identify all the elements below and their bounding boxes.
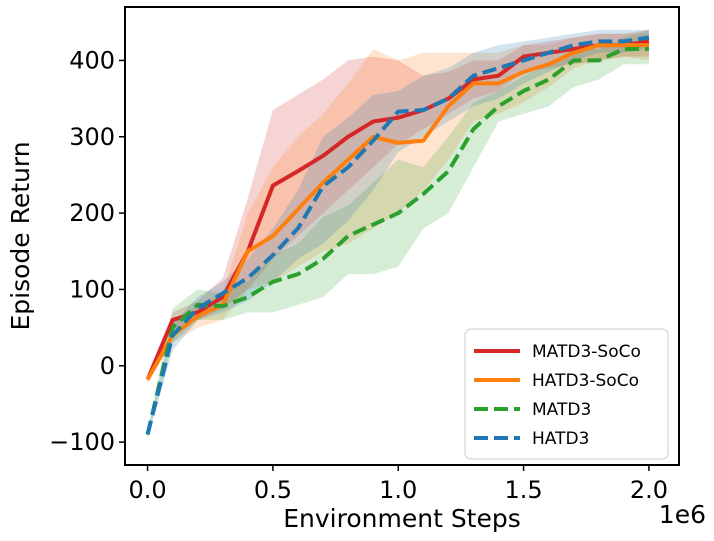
y-tick-label: 100 [69,275,115,303]
y-tick-label: 0 [100,352,115,380]
line-matd3 [145,46,649,435]
legend: MATD3-SoCo HATD3-SoCo MATD3 HATD3 [464,328,669,460]
legend-label-matd3: MATD3 [532,400,591,420]
band-matd3 [147,29,649,439]
x-tick-label: 0.5 [254,476,292,504]
y-tick-label: 300 [69,123,115,151]
x-offset-label: 1e6 [659,500,706,529]
x-ticks: 0.0 0.5 1.0 1.5 2.0 [128,465,668,504]
legend-frame [464,328,669,460]
legend-label-hatd3: HATD3 [532,429,589,449]
legend-label-hatd3-soco: HATD3-SoCo [532,371,639,391]
x-tick-label: 1.0 [379,476,417,504]
line-hatd3-soco [145,43,649,381]
x-axis-label: Environment Steps [283,504,521,533]
line-hatd3 [145,35,650,435]
y-tick-label: −100 [49,428,115,456]
y-tick-label: 200 [69,199,115,227]
y-axis-label: Episode Return [6,141,35,330]
band-hatd3-soco [147,33,649,383]
legend-label-matd3-soco: MATD3-SoCo [532,342,641,362]
line-matd3-soco [145,39,650,381]
y-tick-label: 400 [69,46,115,74]
series-lines [145,35,650,435]
x-tick-label: 0.0 [128,476,166,504]
y-ticks: −100 0 100 200 300 400 [49,46,125,456]
x-tick-label: 2.0 [630,476,668,504]
x-tick-label: 1.5 [504,476,542,504]
band-matd3-soco [147,29,649,383]
plot-frame [124,6,680,466]
